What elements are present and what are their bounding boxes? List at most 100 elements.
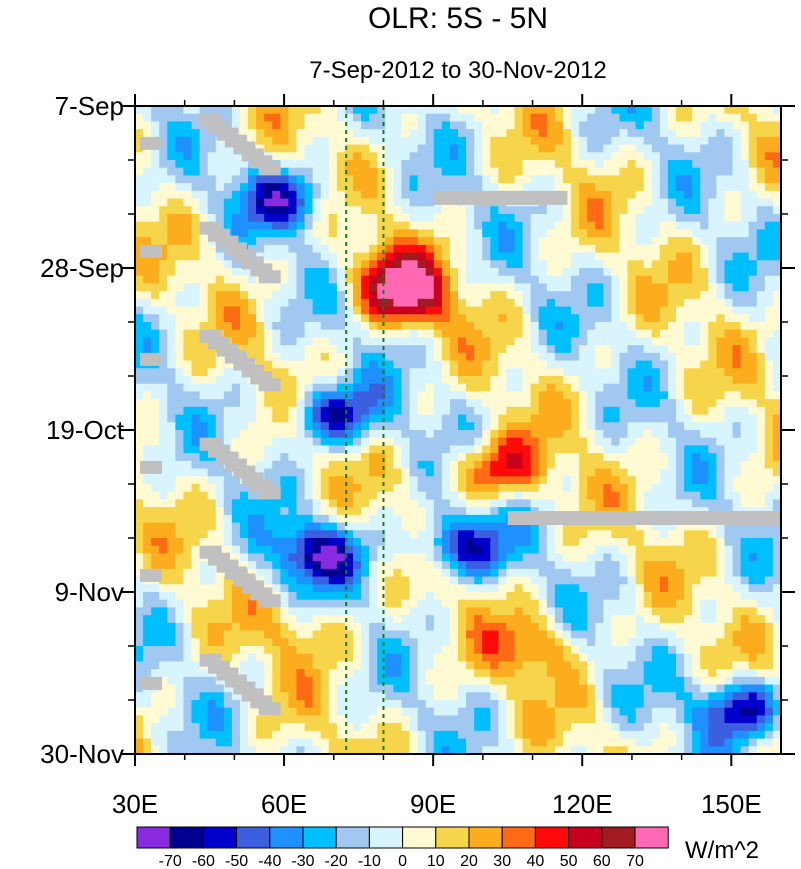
olr-cell: [676, 306, 685, 315]
olr-cell: [676, 406, 685, 416]
olr-cell: [425, 198, 435, 207]
olr-cell: [635, 530, 645, 539]
olr-cell: [264, 322, 273, 331]
olr-cell: [700, 422, 709, 431]
olr-cell: [215, 214, 225, 223]
olr-cell: [159, 445, 168, 454]
olr-cell: [393, 430, 403, 439]
olr-cell: [764, 306, 774, 315]
olr-cell: [700, 106, 709, 115]
olr-cell: [239, 376, 249, 385]
olr-cell: [498, 422, 508, 431]
olr-cell: [336, 345, 346, 354]
olr-cell: [312, 121, 322, 130]
olr-cell: [530, 322, 540, 331]
olr-cell: [506, 360, 516, 369]
olr-cell: [135, 275, 144, 285]
olr-cell: [280, 553, 290, 562]
olr-cell: [458, 437, 467, 447]
olr-cell: [458, 291, 467, 300]
olr-cell: [449, 383, 459, 393]
olr-cell: [554, 568, 564, 578]
olr-cell: [466, 422, 475, 431]
olr-cell: [692, 175, 701, 184]
olr-cell: [385, 368, 394, 377]
olr-cell: [304, 190, 314, 200]
olr-cell: [595, 160, 604, 169]
olr-cell: [401, 568, 411, 578]
olr-cell: [772, 453, 781, 462]
olr-cell: [716, 445, 726, 454]
olr-cell: [159, 167, 168, 177]
olr-cell: [393, 368, 403, 377]
olr-cell: [490, 329, 499, 339]
olr-cell: [772, 530, 781, 539]
olr-cell: [441, 445, 451, 454]
olr-cell: [296, 260, 306, 269]
olr-cell: [716, 414, 726, 423]
olr-cell: [716, 268, 726, 277]
olr-cell: [425, 453, 435, 462]
olr-cell: [716, 360, 726, 369]
olr-cell: [320, 252, 330, 261]
olr-cell: [296, 129, 306, 138]
olr-cell: [530, 237, 540, 246]
olr-cell: [239, 437, 249, 447]
olr-cell: [215, 260, 225, 269]
olr-cell: [506, 167, 516, 177]
olr-cell: [587, 360, 596, 369]
olr-cell: [627, 337, 637, 346]
olr-cell: [159, 430, 168, 439]
olr-cell: [506, 460, 516, 470]
olr-cell: [336, 399, 346, 408]
olr-cell: [280, 376, 290, 385]
olr-cell: [514, 345, 524, 354]
olr-cell: [280, 522, 290, 531]
olr-cell: [522, 144, 532, 153]
olr-cell: [538, 476, 548, 485]
olr-cell: [336, 468, 346, 477]
olr-cell: [708, 553, 717, 562]
olr-cell: [175, 160, 185, 169]
olr-cell: [619, 414, 629, 423]
olr-cell: [417, 136, 427, 146]
olr-cell: [635, 306, 645, 315]
olr-cell: [151, 167, 160, 177]
olr-cell: [135, 445, 144, 454]
olr-cell: [167, 352, 176, 362]
olr-cell: [344, 306, 354, 315]
olr-cell: [562, 136, 572, 146]
olr-cell: [143, 221, 152, 231]
olr-cell: [143, 514, 152, 524]
olr-cell: [603, 422, 613, 431]
olr-cell: [619, 538, 629, 547]
olr-cell: [336, 129, 346, 138]
olr-cell: [272, 136, 281, 146]
olr-cell: [562, 568, 572, 578]
olr-cell: [748, 445, 758, 454]
olr-cell: [546, 445, 556, 454]
olr-cell: [522, 214, 532, 223]
olr-cell: [676, 383, 685, 393]
olr-cell: [764, 121, 774, 130]
olr-cell: [191, 237, 201, 246]
olr-cell: [474, 391, 483, 400]
olr-cell: [151, 399, 160, 408]
olr-cell: [183, 383, 193, 393]
olr-cell: [748, 368, 758, 377]
olr-cell: [619, 260, 629, 269]
olr-cell: [571, 568, 580, 578]
olr-cell: [546, 229, 556, 238]
olr-cell: [248, 206, 257, 215]
olr-cell: [385, 314, 394, 323]
olr-cell: [425, 275, 435, 285]
olr-cell: [312, 322, 322, 331]
olr-cell: [288, 214, 298, 223]
olr-cell: [554, 160, 564, 169]
olr-cell: [288, 460, 298, 470]
olr-cell: [304, 468, 314, 477]
olr-cell: [248, 198, 257, 207]
olr-cell: [361, 406, 370, 416]
olr-cell: [167, 507, 176, 516]
olr-cell: [522, 406, 532, 416]
